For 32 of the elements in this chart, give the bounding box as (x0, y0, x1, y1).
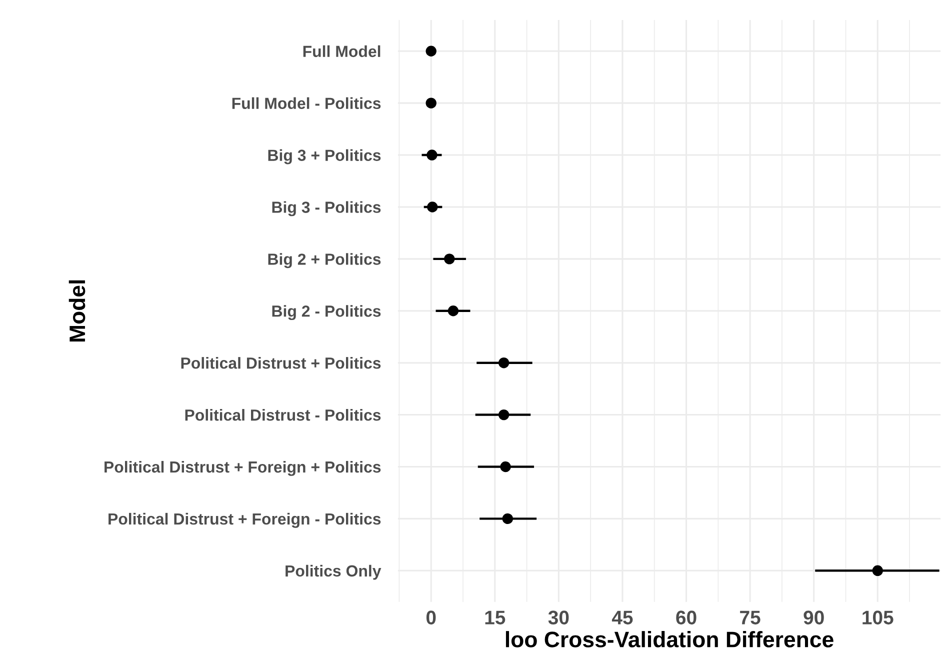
x-tick-label: 90 (804, 610, 824, 624)
point (426, 46, 436, 56)
y-tick-label: Political Distrust - Politics (185, 409, 381, 421)
y-tick-label: Political Distrust + Politics (181, 357, 381, 369)
point (427, 202, 438, 212)
y-tick-label: Big 2 - Politics (272, 305, 381, 320)
x-tick-label: 15 (485, 610, 506, 624)
y-axis-title: Model (68, 280, 86, 342)
y-tick-label: Political Distrust + Foreign + Politics (104, 460, 381, 476)
x-tick-label: 105 (862, 610, 894, 624)
point (426, 150, 438, 160)
x-tick-label: 60 (676, 610, 696, 624)
point (502, 513, 514, 524)
point (872, 565, 883, 576)
point (426, 98, 436, 108)
x-tick-label: 75 (740, 610, 760, 624)
point (448, 306, 459, 316)
x-tick-label: 0 (426, 610, 436, 624)
y-tick-label: Big 2 + Politics (268, 253, 381, 268)
x-axis-title: loo Cross-Validation Difference (506, 631, 834, 648)
y-tick-label: Politics Only (286, 564, 382, 580)
point (498, 357, 510, 368)
y-tick-label: Political Distrust + Foreign - Politics (108, 512, 381, 528)
x-tick-label: 45 (612, 610, 633, 624)
point (498, 409, 510, 420)
point (500, 461, 511, 472)
x-tick-label: 30 (548, 610, 569, 624)
y-tick-label: Full Model (303, 45, 380, 58)
point (444, 254, 455, 264)
y-tick-label: Big 3 - Politics (272, 201, 381, 216)
y-tick-label: Full Model - Politics (232, 97, 381, 110)
y-tick-label: Big 3 + Politics (268, 149, 381, 164)
